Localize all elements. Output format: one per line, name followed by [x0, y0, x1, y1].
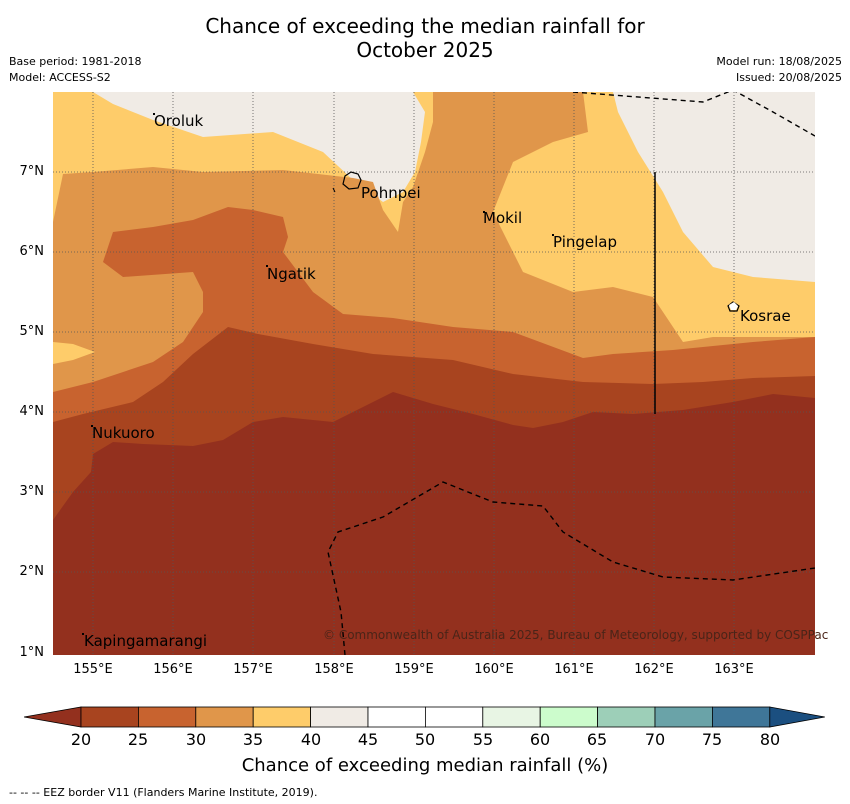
- lon-label-155e: 155°E: [73, 662, 113, 677]
- place-oroluk: Oroluk: [154, 112, 204, 130]
- colorbar-tick-45: 45: [357, 730, 379, 749]
- band-40-45-north: [53, 92, 425, 202]
- model-run: Model run: 18/08/2025: [716, 55, 842, 68]
- colorbar-cell: [712, 706, 771, 728]
- colorbar-cell: [138, 706, 197, 728]
- base-period: Base period: 1981-2018: [9, 55, 142, 68]
- colorbar-tick-30: 30: [185, 730, 207, 749]
- colorbar-cell: [424, 706, 484, 728]
- pohnpei-island-outline: [342, 171, 362, 190]
- lon-label-159e: 159°E: [394, 662, 434, 677]
- eez-legend-note: -- -- -- EEZ border V11 (Flanders Marine…: [9, 786, 318, 799]
- colorbar-tick-40: 40: [300, 730, 322, 749]
- place-nukuoro: Nukuoro: [92, 424, 155, 442]
- band-below-20: [53, 392, 815, 655]
- meta-left: Base period: 1981-2018 Model: ACCESS-S2: [9, 54, 141, 86]
- lat-label-2n: 2°N: [19, 564, 45, 579]
- colorbar-cell: [252, 706, 311, 728]
- colorbar-tick-75: 75: [701, 730, 723, 749]
- lat-label-5n: 5°N: [19, 324, 45, 339]
- band-40-45-east: [613, 92, 815, 282]
- colorbar-cell: [597, 706, 656, 728]
- kosrae-island-fill: [729, 302, 738, 310]
- map-title: Chance of exceeding the median rainfall …: [0, 14, 850, 62]
- colorbar-tick-65: 65: [586, 730, 608, 749]
- lon-label-157e: 157°E: [233, 662, 273, 677]
- atoll-markers: [82, 113, 554, 635]
- model-name: Model: ACCESS-S2: [9, 71, 111, 84]
- colorbar-cell: [654, 706, 713, 728]
- colorbar-tick-20: 20: [70, 730, 92, 749]
- colorbar-tick-60: 60: [529, 730, 551, 749]
- colorbar-tick-35: 35: [242, 730, 264, 749]
- colorbar-cell: [482, 706, 541, 728]
- kosrae-island-outline: [727, 301, 740, 312]
- title-line-1: Chance of exceeding the median rainfall …: [205, 14, 645, 38]
- rainfall-map: [53, 92, 815, 655]
- place-kosrae: Kosrae: [740, 307, 791, 325]
- colorbar-tick-80: 80: [759, 730, 781, 749]
- colorbar-cell: [367, 706, 426, 728]
- colorbar-cell: [80, 706, 139, 728]
- pohnpei-islet: [332, 187, 336, 193]
- colorbar-tick-25: 25: [127, 730, 149, 749]
- colorbar-under-arrow: [24, 706, 82, 728]
- lat-label-4n: 4°N: [19, 404, 45, 419]
- colorbar: [24, 706, 825, 728]
- lon-label-163e: 163°E: [714, 662, 754, 677]
- band-35-40-left-patch: [53, 342, 95, 364]
- place-mokil: Mokil: [483, 209, 523, 227]
- lat-label-1n: 1°N: [19, 645, 45, 660]
- colorbar-cell: [310, 706, 369, 728]
- colorbar-label: Chance of exceeding median rainfall (%): [241, 755, 609, 776]
- title-line-2: October 2025: [356, 38, 494, 62]
- place-ngatik: Ngatik: [267, 265, 316, 283]
- lon-label-158e: 158°E: [314, 662, 354, 677]
- colorbar-tick-70: 70: [644, 730, 666, 749]
- lon-label-156e: 156°E: [153, 662, 193, 677]
- colorbar-over-arrow: [769, 706, 825, 728]
- colorbar-cell: [195, 706, 254, 728]
- lon-label-161e: 161°E: [554, 662, 594, 677]
- place-pohnpei: Pohnpei: [361, 184, 421, 202]
- lat-label-7n: 7°N: [19, 164, 45, 179]
- colorbar-tick-55: 55: [472, 730, 494, 749]
- lat-label-3n: 3°N: [19, 484, 45, 499]
- colorbar-cell: [539, 706, 599, 728]
- copyright-credit: © Commonwealth of Australia 2025, Bureau…: [323, 628, 829, 642]
- lat-label-6n: 6°N: [19, 244, 45, 259]
- graticule: [53, 92, 815, 655]
- issued-date: Issued: 20/08/2025: [735, 71, 842, 84]
- lon-label-160e: 160°E: [474, 662, 514, 677]
- place-kapingamarangi: Kapingamarangi: [84, 632, 208, 650]
- eez-border: [327, 92, 815, 655]
- colorbar-tick-50: 50: [414, 730, 436, 749]
- place-pingelap: Pingelap: [553, 233, 618, 251]
- lon-label-162e: 162°E: [634, 662, 674, 677]
- meta-right: Model run: 18/08/2025 Issued: 20/08/2025: [716, 54, 842, 86]
